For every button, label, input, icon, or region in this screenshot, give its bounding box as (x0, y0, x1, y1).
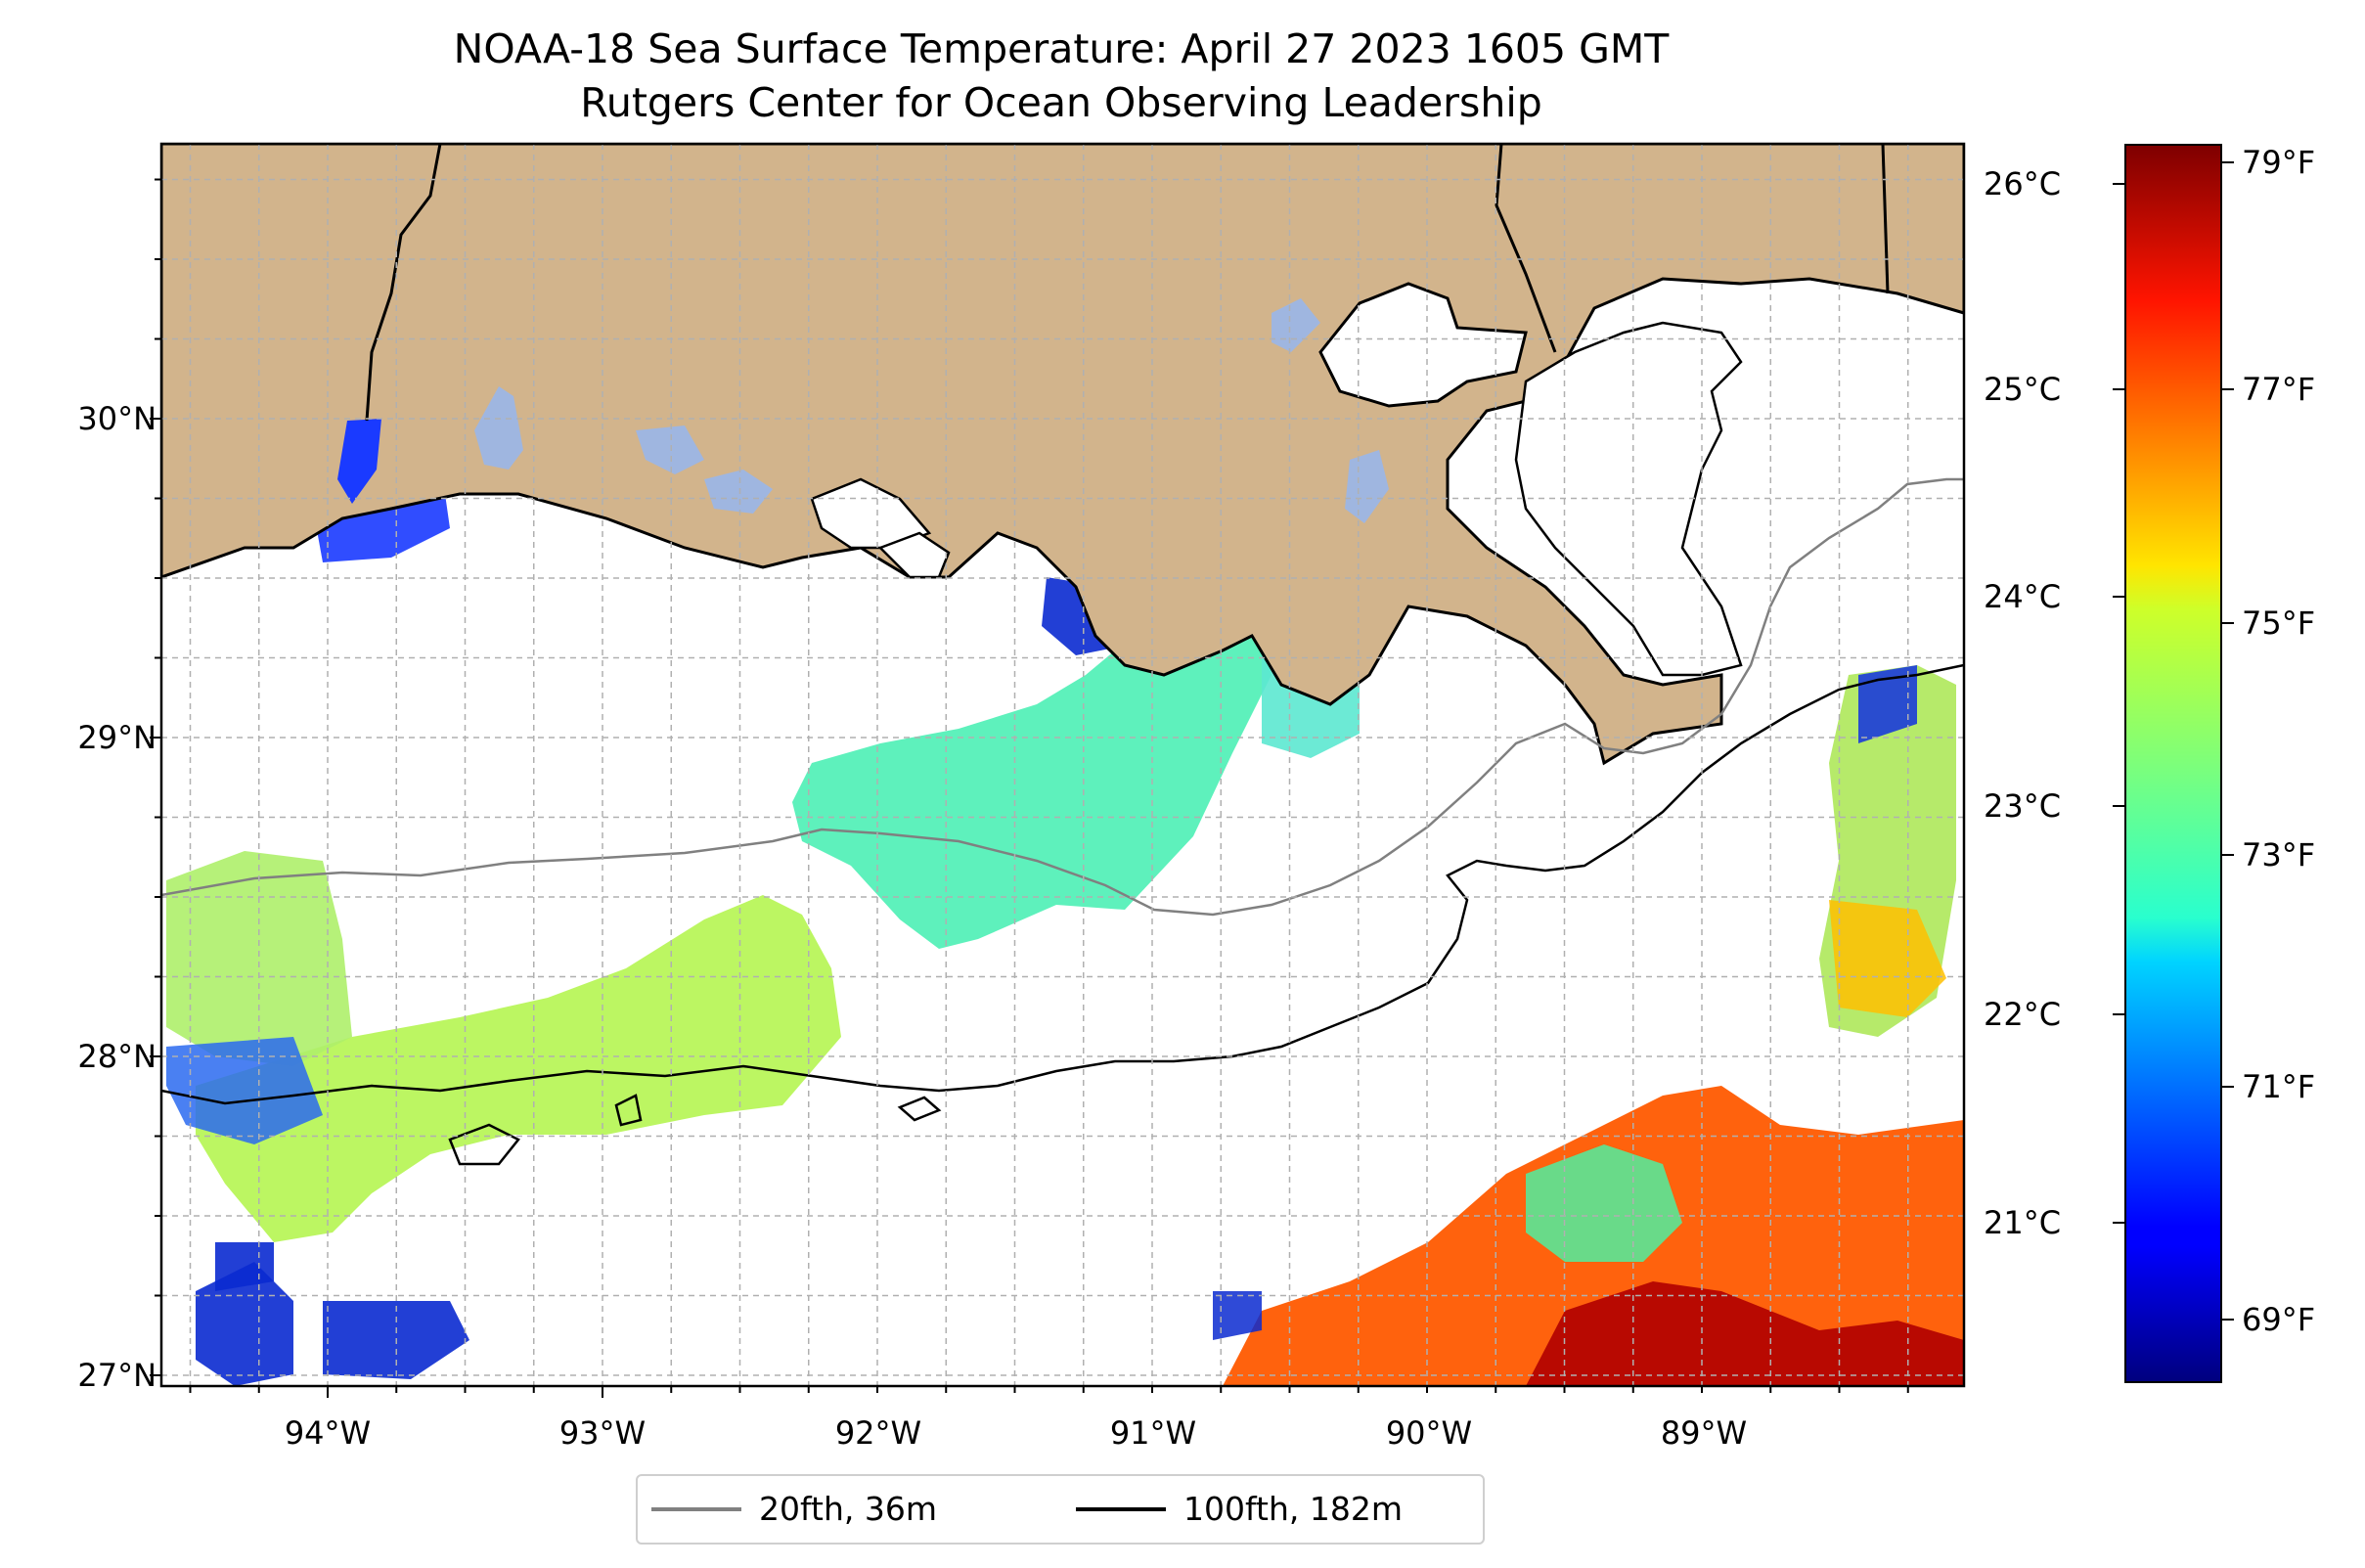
legend-label-100fth: 100fth, 182m (1183, 1490, 1403, 1528)
colorbar-gradient (2126, 146, 2220, 1381)
chart-title-line1: NOAA-18 Sea Surface Temperature: April 2… (453, 25, 1670, 72)
chart-title-line2: Rutgers Center for Ocean Observing Leade… (580, 79, 1542, 126)
sst-patch-loop-current-core (1526, 1281, 1964, 1386)
state-boundary-ms-al (1881, 144, 1890, 294)
legend-label-20fth: 20fth, 36m (759, 1490, 937, 1528)
colorbar-c-22: 22°C (1984, 996, 2062, 1033)
isobath-20fth (161, 477, 1964, 917)
lat-label-30n: 30°N (77, 400, 156, 437)
state-boundary-la-ms (1495, 144, 1557, 353)
sabine-lake (337, 419, 381, 504)
colorbar-c-21: 21°C (1984, 1204, 2062, 1241)
map-frame (159, 142, 1966, 1388)
sst-patch-sw-cold-1 (196, 1262, 293, 1386)
colorbar-f-71: 71°F (2242, 1068, 2316, 1105)
lake-grand (636, 426, 704, 474)
sst-patch-sabine-plume (166, 851, 352, 1066)
legend-item-100fth: 100fth, 182m (1076, 1490, 1403, 1528)
isobath-100fth-ring-1 (448, 1123, 520, 1166)
colorbar-f-73: 73°F (2242, 836, 2316, 874)
lake-salvador (1345, 450, 1389, 523)
lon-label-89w: 89°W (1660, 1414, 1748, 1452)
sst-patch-west-edge (166, 1037, 323, 1144)
colorbar (2124, 144, 2222, 1383)
lat-label-29n: 29°N (77, 719, 156, 756)
colorbar-f-75: 75°F (2242, 605, 2316, 642)
lon-label-94w: 94°W (284, 1414, 372, 1452)
colorbar-c-25: 25°C (1984, 371, 2062, 408)
gridlines (161, 144, 1964, 1386)
lake-calcasieu (474, 386, 523, 470)
lake-white (704, 470, 773, 514)
isobath-100fth-ring-3 (897, 1096, 942, 1122)
colorbar-c-23: 23°C (1984, 787, 2062, 825)
lake-pontchartrain (1318, 282, 1528, 408)
sst-patch-cold-offshore (1213, 1291, 1262, 1340)
colorbar-c-26: 26°C (1984, 165, 2062, 202)
lat-label-27n: 27°N (77, 1357, 156, 1394)
legend: 20fth, 36m 100fth, 182m (636, 1474, 1485, 1545)
lon-label-93w: 93°W (558, 1414, 647, 1452)
sst-patch-east-slope-warm (1829, 900, 1946, 1017)
lon-label-92w: 92°W (834, 1414, 922, 1452)
sst-patch-far-east-cold (1858, 665, 1917, 743)
coastal-bay-2 (877, 531, 951, 579)
lon-label-90w: 90°W (1385, 1414, 1473, 1452)
legend-item-20fth: 20fth, 36m (651, 1490, 937, 1528)
legend-swatch-20fth (651, 1506, 741, 1511)
lat-label-28n: 28°N (77, 1038, 156, 1075)
colorbar-f-79: 79°F (2242, 144, 2316, 181)
legend-swatch-100fth (1076, 1506, 1166, 1511)
isobath-100fth-ring-2 (614, 1094, 643, 1127)
sst-patch-west-shelf (196, 895, 841, 1242)
map-ticks (150, 178, 1909, 1398)
colorbar-f-69: 69°F (2242, 1301, 2316, 1338)
lon-label-91w: 91°W (1109, 1414, 1197, 1452)
colorbar-c-24: 24°C (1984, 578, 2062, 615)
colorbar-f-77: 77°F (2242, 371, 2316, 408)
